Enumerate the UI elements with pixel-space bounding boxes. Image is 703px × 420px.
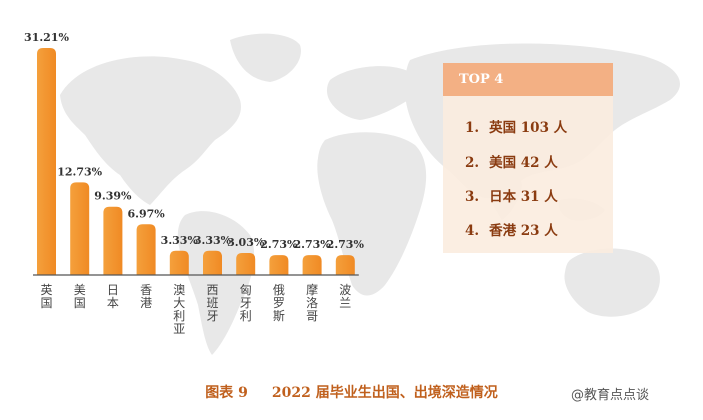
data-label: 2.73% — [260, 238, 298, 251]
bar — [37, 48, 56, 275]
category-label: 英国 — [40, 283, 52, 310]
europe-shape — [326, 66, 420, 120]
figure-caption: 图表 9 2022 届毕业生出国、出境深造情况 — [0, 382, 703, 402]
bar — [169, 250, 189, 275]
top4-item: 1. 英国 103 人 — [465, 116, 567, 136]
data-label: 3.33% — [161, 234, 199, 247]
top4-text: 香港 23 人 — [489, 223, 558, 239]
watermark: @教育点点谈 — [571, 388, 650, 403]
north-america-shape — [60, 56, 241, 205]
data-label: 2.73% — [327, 238, 365, 251]
data-label: 31.21% — [24, 31, 69, 44]
bar — [136, 224, 156, 275]
bar — [103, 206, 123, 275]
top4-rank: 2. — [465, 155, 480, 171]
africa-shape — [317, 132, 427, 296]
top4-panel: TOP 4 1. 英国 103 人 2. 美国 42 人 3. 日本 31 人 4. 香… — [443, 63, 613, 253]
category-label: 香港 — [140, 283, 152, 310]
data-label: 12.73% — [57, 165, 102, 178]
greenland-shape — [230, 33, 301, 82]
category-label: 波兰 — [339, 283, 351, 310]
category-label: 西班牙 — [206, 283, 218, 323]
bar — [236, 252, 256, 275]
figure-number: 图表 9 — [205, 385, 248, 401]
category-label: 匈牙利 — [240, 283, 252, 323]
data-label: 3.03% — [227, 236, 265, 249]
category-label: 日本 — [107, 283, 119, 310]
category-label: 摩洛哥 — [306, 282, 318, 323]
data-label: 9.39% — [94, 190, 132, 203]
data-label: 3.33% — [194, 234, 232, 247]
top4-rank: 3. — [465, 189, 480, 205]
top4-item: 3. 日本 31 人 — [465, 185, 558, 205]
category-label: 澳大利亚 — [173, 283, 185, 336]
bar — [269, 255, 289, 275]
australia-shape — [564, 248, 660, 317]
south-america-shape — [177, 211, 255, 355]
bar — [302, 255, 322, 275]
top4-header: TOP 4 — [443, 63, 613, 96]
bar — [70, 182, 90, 275]
data-label: 6.97% — [127, 207, 165, 220]
category-label: 俄罗斯 — [273, 283, 285, 323]
bar — [335, 255, 355, 275]
bar — [203, 250, 222, 275]
top4-text: 日本 31 人 — [489, 189, 558, 205]
top4-text: 英国 103 人 — [489, 120, 568, 136]
top4-rank: 4. — [465, 223, 480, 239]
category-label: 美国 — [74, 283, 86, 310]
top4-rank: 1. — [465, 120, 480, 136]
top4-item: 2. 美国 42 人 — [465, 151, 558, 171]
data-label: 2.73% — [293, 238, 331, 251]
top4-item: 4. 香港 23 人 — [465, 219, 558, 239]
figure-title: 2022 届毕业生出国、出境深造情况 — [271, 385, 498, 401]
top4-text: 美国 42 人 — [489, 155, 558, 171]
